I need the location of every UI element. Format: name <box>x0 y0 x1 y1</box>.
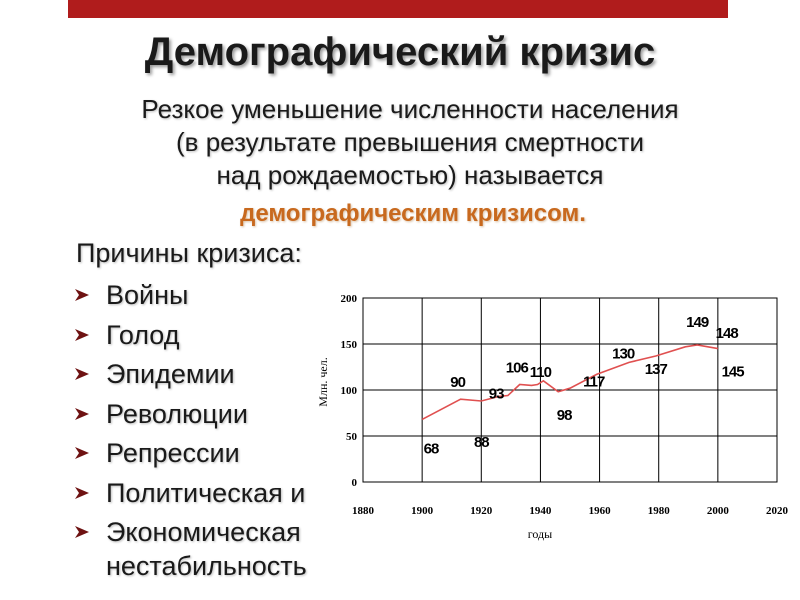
y-tick-label: 100 <box>341 385 358 397</box>
arrowhead-bullet-icon <box>75 368 89 380</box>
cause-label: Войны <box>106 280 189 310</box>
y-tick-label: 200 <box>341 293 358 305</box>
cause-item: Политическая и <box>74 476 307 516</box>
cause-item: Репрессии <box>74 436 307 476</box>
definition-line-3: над рождаемостью) называется <box>216 160 604 190</box>
cause-label: Репрессии <box>106 438 240 468</box>
cause-label: Политическая и <box>106 477 306 508</box>
arrowhead-bullet-icon <box>75 526 89 538</box>
causes-list: Войны Голод Эпидемии Революции Репрессии… <box>74 278 307 583</box>
y-tick-label: 50 <box>346 431 358 443</box>
x-tick-label: 2000 <box>707 505 730 517</box>
highlight-term: демографическим кризисом. <box>240 200 586 227</box>
data-label: 90 <box>450 374 465 391</box>
arrowhead-bullet-icon <box>75 328 89 341</box>
data-label: 68 <box>424 440 439 457</box>
population-line-chart: 0 50 100 150 200 1880 1900 1920 1940 1960 1980 2000… <box>316 293 789 541</box>
data-label: 88 <box>474 434 489 451</box>
cause-label-continuation: нестабильность <box>106 551 307 581</box>
data-label: 106 <box>506 360 529 377</box>
slide-title: Демографический кризис <box>144 30 656 74</box>
causes-heading: Причины кризиса: <box>76 238 302 268</box>
data-label: 98 <box>557 407 572 424</box>
cause-item: Войны <box>74 278 307 318</box>
x-tick-label: 1980 <box>648 505 671 517</box>
population-series-line <box>421 344 719 421</box>
data-label: 110 <box>530 364 552 381</box>
data-label: 130 <box>612 345 635 362</box>
data-label: 149 <box>686 314 709 331</box>
top-accent-bar <box>68 0 728 18</box>
data-label: 148 <box>716 325 739 342</box>
arrowhead-bullet-icon <box>75 447 89 459</box>
population-chart: 0 50 100 150 200 1880 1900 1920 1940 1960 1980 2000… <box>300 282 800 552</box>
x-tick-label: 1960 <box>589 505 612 517</box>
y-axis-label: Млн. чел. <box>316 357 330 406</box>
data-label: 145 <box>722 364 745 381</box>
x-tick-label: 1900 <box>411 505 434 517</box>
x-tick-label: 1920 <box>470 505 493 517</box>
arrowhead-bullet-icon <box>75 407 89 420</box>
x-tick-label: 1880 <box>352 505 375 517</box>
cause-item: Революции <box>74 397 307 437</box>
data-label: 93 <box>489 385 504 402</box>
arrowhead-bullet-icon <box>75 289 89 301</box>
definition-line-2: (в результате превышения смертности <box>176 127 644 157</box>
y-tick-label: 150 <box>341 339 358 351</box>
cause-item: Голод <box>74 318 307 358</box>
cause-label: Эпидемии <box>106 359 235 389</box>
arrowhead-bullet-icon <box>75 486 89 499</box>
cause-item: Экономическая нестабильность <box>74 515 307 583</box>
x-axis-label: годы <box>528 527 552 541</box>
definition-line-1: Резкое уменьшение численности населения <box>141 94 679 124</box>
cause-label: Экономическая <box>106 517 301 547</box>
data-label: 137 <box>645 361 668 378</box>
x-tick-label: 2020 <box>766 505 789 517</box>
data-label: 117 <box>583 373 605 390</box>
plot-frame <box>362 297 778 483</box>
y-tick-label: 0 <box>352 477 358 489</box>
cause-item: Эпидемии <box>74 357 307 397</box>
cause-label: Голод <box>106 319 180 350</box>
cause-label: Революции <box>106 398 248 429</box>
x-tick-label: 1940 <box>529 505 552 517</box>
